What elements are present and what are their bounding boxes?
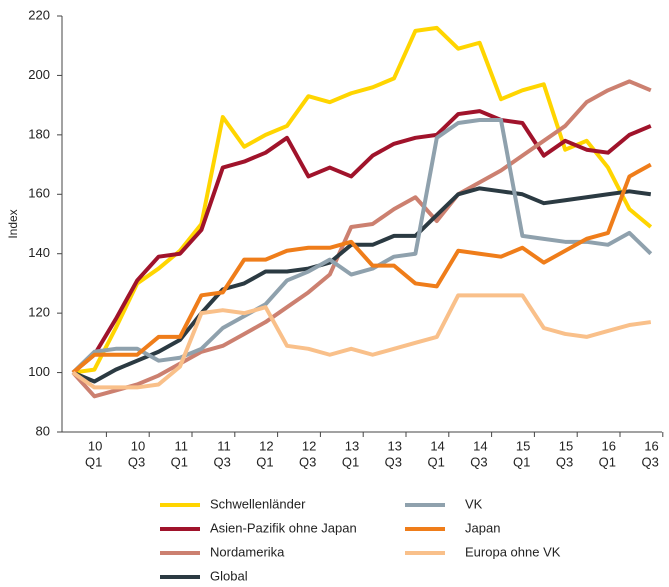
x-tick-label: 15 (559, 438, 573, 453)
legend-label: Global (210, 568, 248, 583)
legend-label: Nordamerika (210, 544, 285, 559)
x-tick-label: Q1 (513, 454, 530, 469)
series-line (71, 79, 652, 399)
legend-label: Asien-Pazifik ohne Japan (210, 520, 357, 535)
x-tick-label: Q1 (85, 454, 102, 469)
y-tick-label: 160 (28, 186, 50, 201)
x-tick-label: Q3 (299, 454, 316, 469)
x-tick-label: 13 (388, 438, 402, 453)
x-tick-label: Q3 (213, 454, 230, 469)
x-tick-label: Q3 (385, 454, 402, 469)
x-tick-label: Q3 (556, 454, 573, 469)
x-tick-label: 14 (430, 438, 444, 453)
x-tick-label: 16 (602, 438, 616, 453)
x-tick-label: 12 (302, 438, 316, 453)
series-line (71, 118, 653, 375)
series-line (72, 186, 652, 384)
series-line (72, 25, 653, 375)
series-line (71, 162, 652, 375)
y-tick-label: 80 (36, 423, 50, 438)
x-tick-label: Q1 (171, 454, 188, 469)
x-tick-label: Q1 (342, 454, 359, 469)
x-tick-label: Q1 (427, 454, 444, 469)
x-tick-label: Q3 (641, 454, 658, 469)
x-tick-label: Q3 (128, 454, 145, 469)
y-tick-label: 200 (28, 67, 50, 82)
legend-label: VK (465, 496, 483, 511)
x-tick-label: 16 (644, 438, 658, 453)
series-line (71, 293, 652, 390)
y-tick-label: 100 (28, 364, 50, 379)
x-tick-label: Q1 (599, 454, 616, 469)
x-tick-label: 11 (175, 438, 189, 453)
y-axis-label: Index (6, 209, 20, 238)
x-tick-label: 10 (131, 438, 145, 453)
legend-label: Japan (465, 520, 500, 535)
legend-label: Schwellenländer (210, 496, 306, 511)
y-tick-label: 140 (28, 245, 50, 260)
x-tick-label: 10 (88, 438, 102, 453)
x-tick-label: 13 (345, 438, 359, 453)
x-tick-label: 14 (473, 438, 487, 453)
series-line (71, 109, 652, 375)
x-tick-label: 11 (217, 438, 231, 453)
x-tick-label: Q1 (256, 454, 273, 469)
y-tick-label: 120 (28, 305, 50, 320)
legend-label: Europa ohne VK (465, 544, 561, 559)
x-tick-label: Q3 (470, 454, 487, 469)
y-tick-label: 220 (28, 7, 50, 22)
x-tick-label: 15 (516, 438, 530, 453)
y-tick-label: 180 (28, 126, 50, 141)
x-tick-label: 12 (259, 438, 273, 453)
